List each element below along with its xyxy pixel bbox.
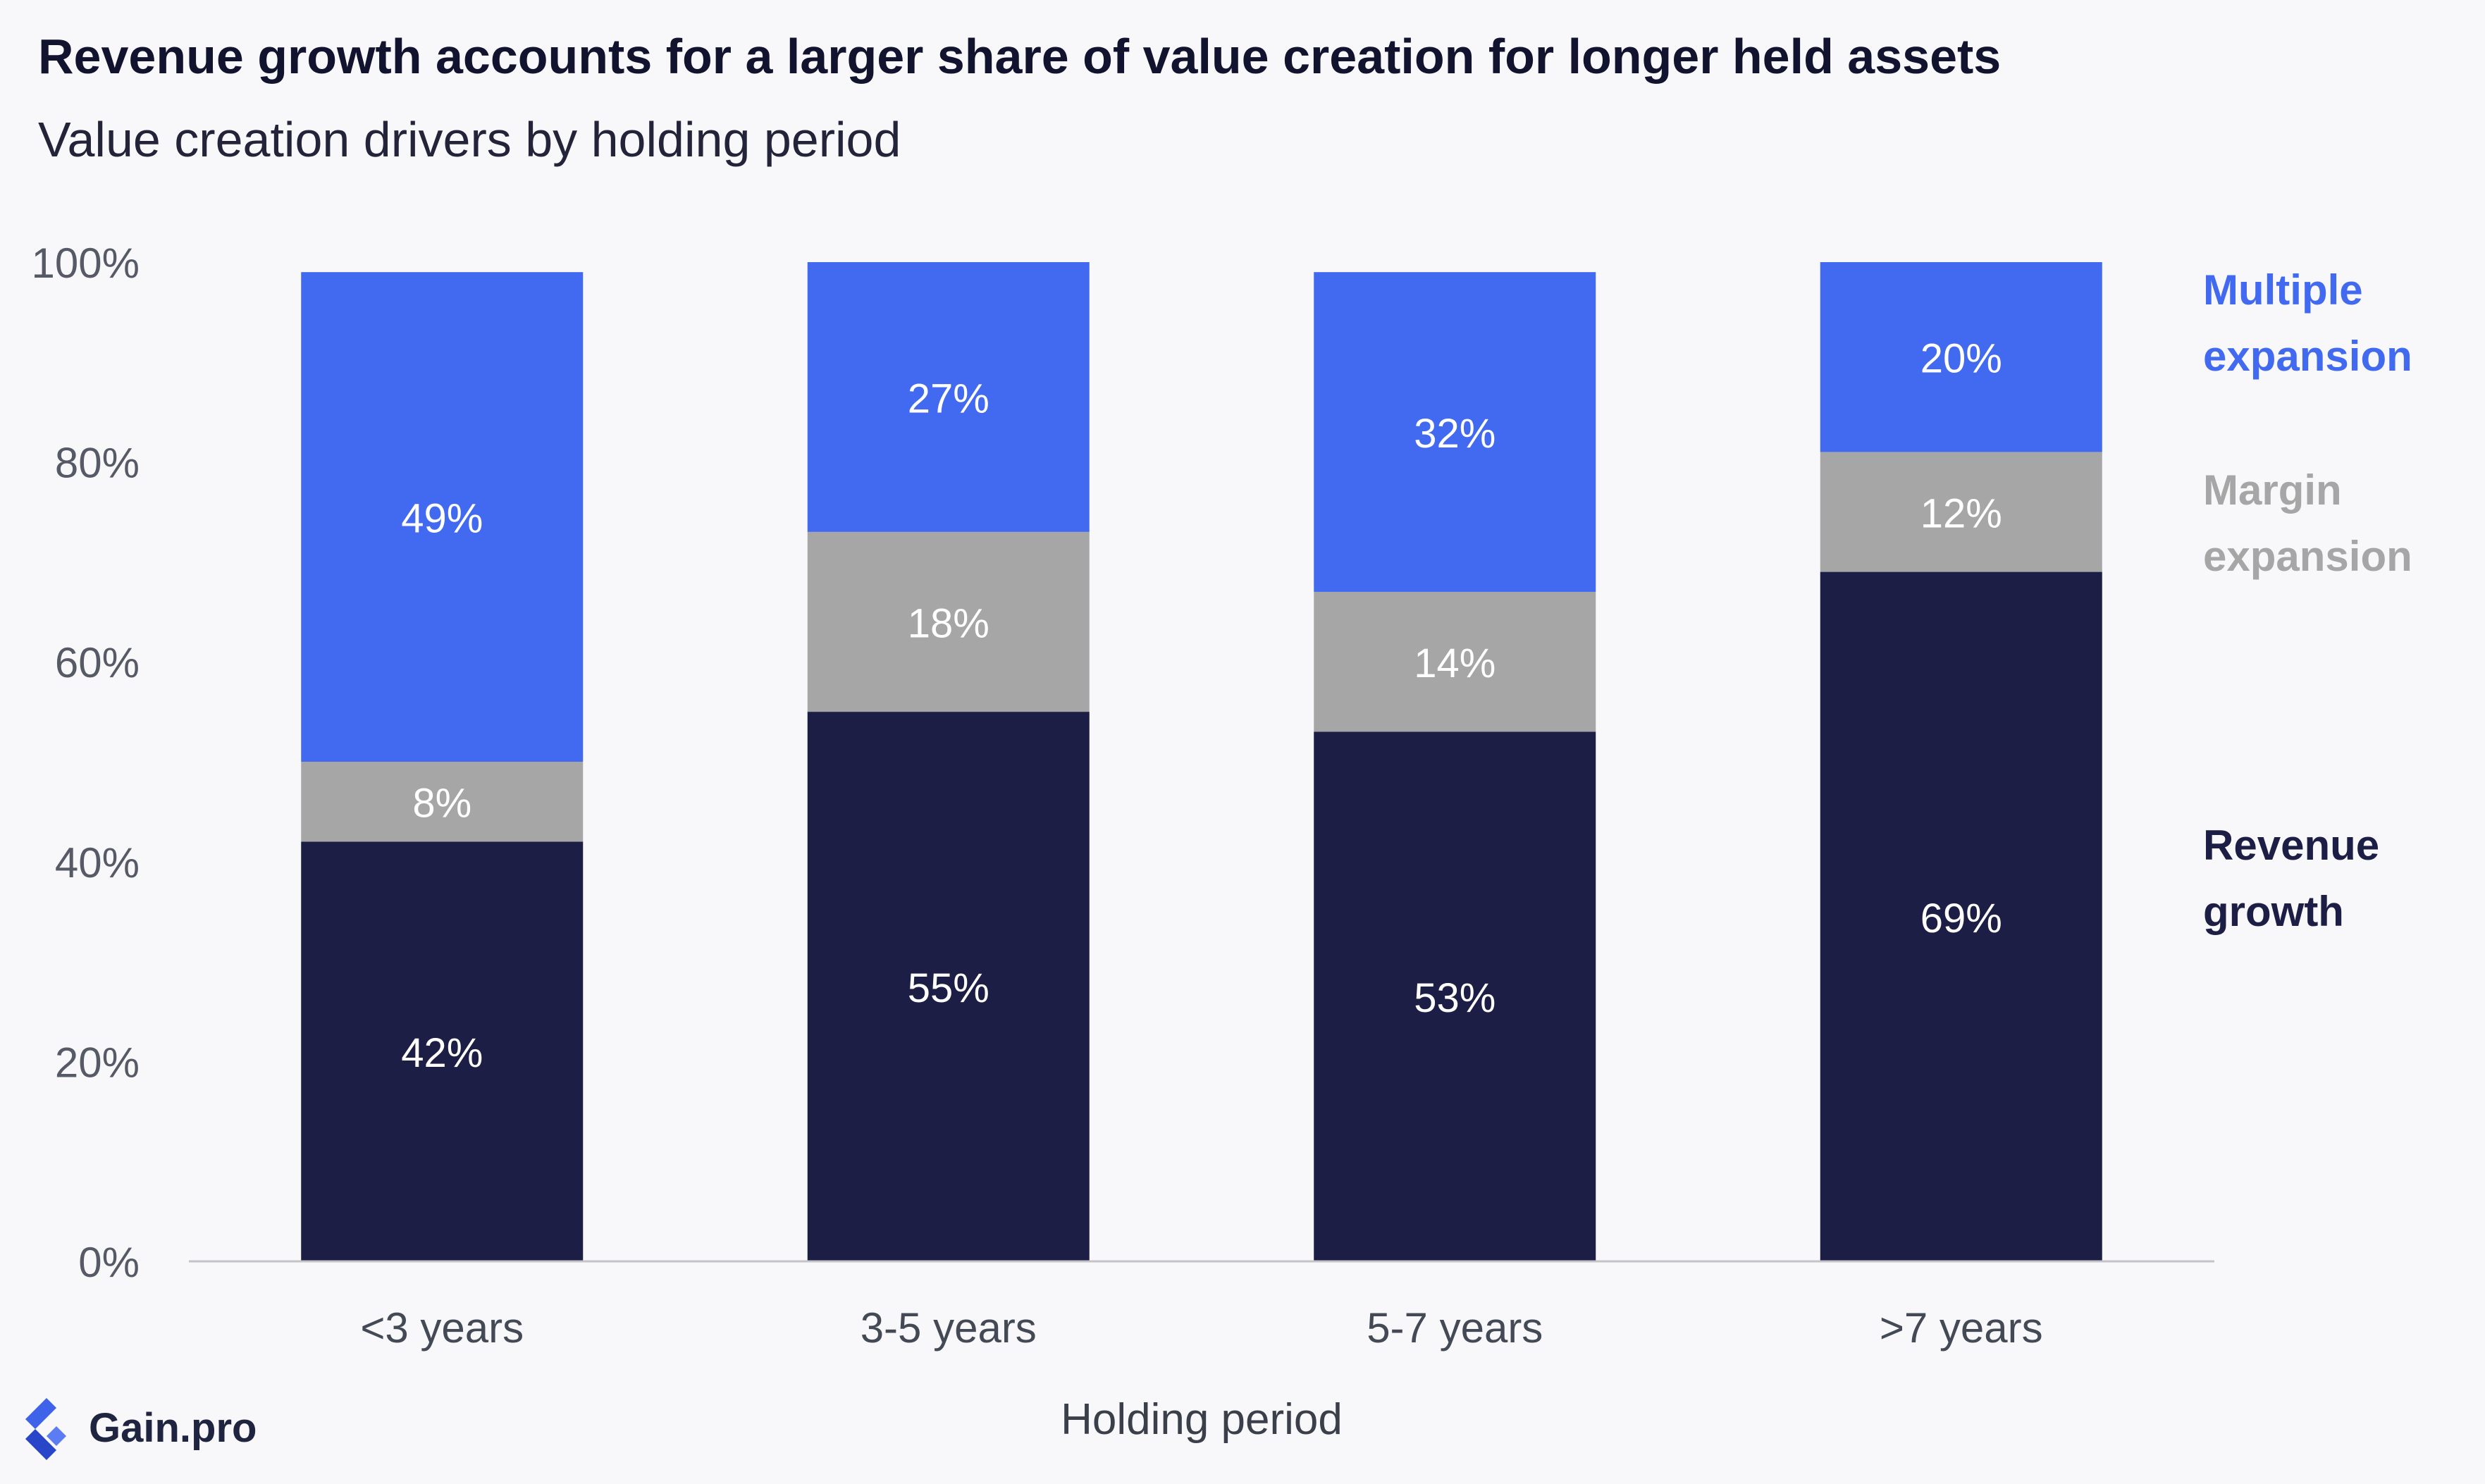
- bar-segment: [301, 272, 584, 762]
- data-label: 53%: [1414, 975, 1496, 1021]
- bar-segment: [1820, 262, 2102, 452]
- bar-segment: [301, 762, 584, 842]
- x-tick-label: >7 years: [1880, 1304, 2043, 1352]
- data-label: 8%: [412, 781, 471, 827]
- bar-segment: [1314, 731, 1596, 1261]
- y-tick-label: 80%: [55, 440, 140, 487]
- legend-label: expansion: [2203, 533, 2412, 580]
- x-axis-label: Holding period: [1061, 1395, 1343, 1444]
- chart-subtitle: Value creation drivers by holding period: [38, 112, 901, 167]
- y-tick-label: 20%: [55, 1039, 140, 1086]
- bar-segment: [807, 262, 1090, 532]
- legend-label: Multiple: [2203, 266, 2363, 314]
- bar-segment: [1820, 571, 2102, 1261]
- y-tick-label: 60%: [55, 639, 140, 686]
- legend-label: expansion: [2203, 333, 2412, 380]
- brand-name: Gain.pro: [89, 1404, 257, 1451]
- data-label: 49%: [401, 496, 483, 542]
- data-label: 32%: [1414, 411, 1496, 457]
- data-label: 20%: [1920, 336, 2002, 382]
- data-label: 69%: [1920, 896, 2002, 941]
- bar-segment: [1820, 452, 2102, 572]
- x-tick-label: 3-5 years: [861, 1304, 1037, 1352]
- bar-segment: [1314, 272, 1596, 592]
- y-tick-label: 0%: [78, 1239, 140, 1286]
- bar-segment: [807, 531, 1090, 712]
- brand-logo: Gain.pro: [18, 1395, 257, 1460]
- y-tick-label: 100%: [32, 240, 140, 287]
- data-label: 55%: [908, 965, 989, 1011]
- legend-label: Margin: [2203, 466, 2342, 514]
- gain-pro-logo-icon: [25, 1398, 66, 1460]
- bar-segment: [807, 712, 1090, 1261]
- data-label: 42%: [401, 1030, 483, 1076]
- bar-segment: [301, 841, 584, 1261]
- x-tick-label: <3 years: [360, 1304, 524, 1352]
- chart-title: Revenue growth accounts for a larger sha…: [38, 29, 2002, 84]
- data-label: 14%: [1414, 641, 1496, 686]
- legend-label: Revenue: [2203, 822, 2379, 869]
- bar-segment: [1314, 591, 1596, 732]
- data-label: 18%: [908, 600, 989, 646]
- data-label: 12%: [1920, 491, 2002, 537]
- data-label: 27%: [908, 376, 989, 421]
- x-tick-label: 5-7 years: [1367, 1304, 1543, 1352]
- y-tick-label: 40%: [55, 839, 140, 886]
- legend-label: growth: [2203, 888, 2344, 935]
